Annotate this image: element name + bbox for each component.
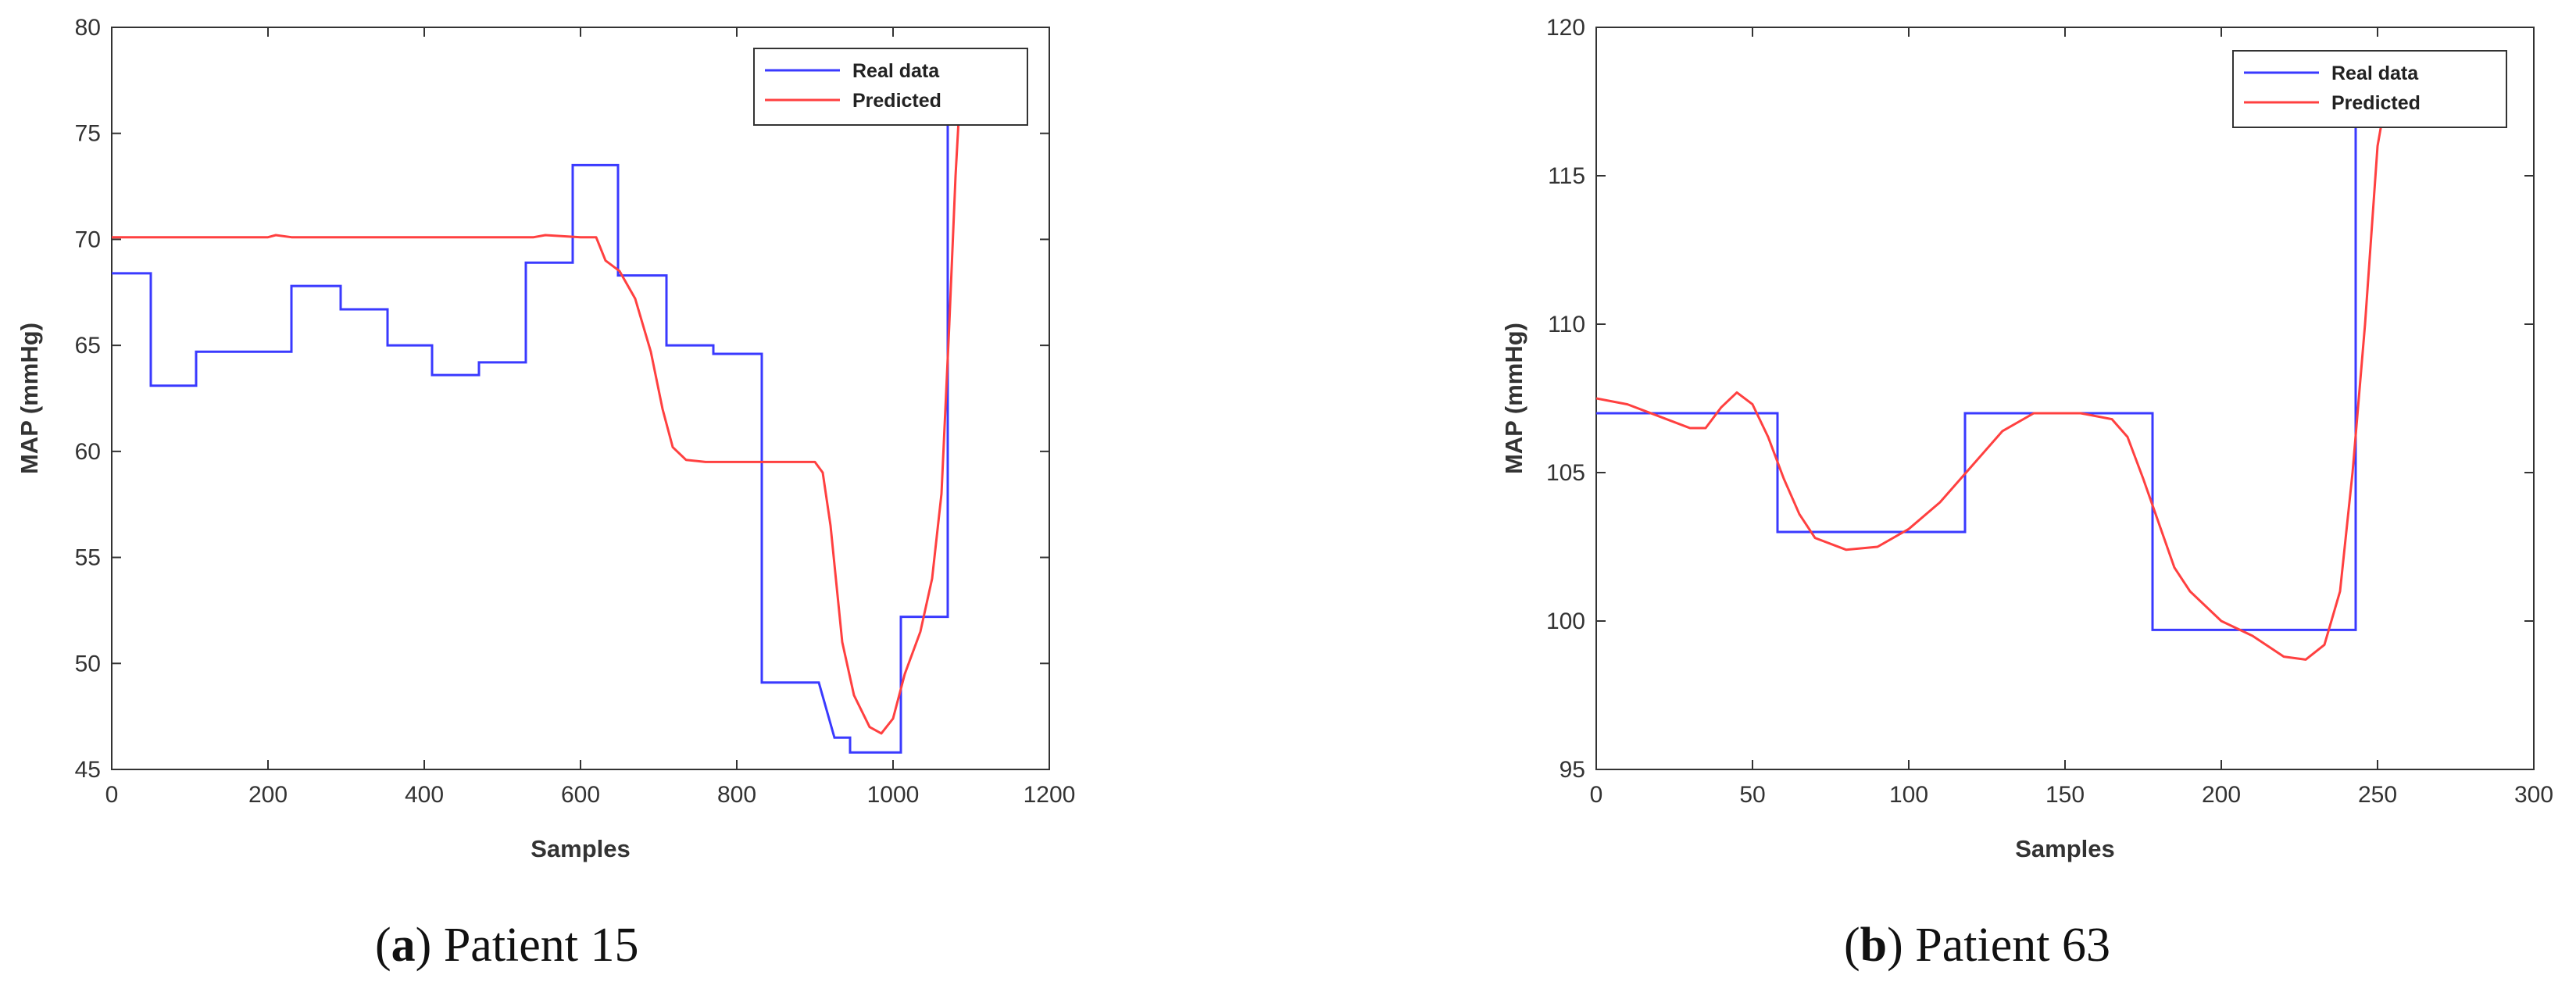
chart-b: 0 50 100 150 200 250 300 95 100 105 110 115 120 Sampl…: [1500, 15, 2553, 862]
chart-b-x-tick-label: 150: [2045, 782, 2085, 808]
chart-b-x-tick-label: 100: [1889, 782, 1928, 808]
chart-b-x-tick-label: 200: [2202, 782, 2241, 808]
caption-b-letter: b: [1860, 919, 1888, 972]
caption-b: (b) Patient 63: [1844, 919, 2110, 972]
chart-a-legend-box: [753, 48, 1028, 126]
chart-b-y-tick-label: 95: [1560, 757, 1585, 783]
chart-a-x-tick-label: 0: [105, 782, 119, 808]
chart-b-y-tick-label: 100: [1546, 609, 1585, 634]
chart-b-y-tick-label: 105: [1546, 460, 1585, 486]
chart-a-x-tick-label: 600: [561, 782, 600, 808]
chart-b-plot-frame: [1595, 27, 2535, 770]
chart-a-y-tick-label: 65: [75, 333, 101, 359]
chart-a-plot-frame: [111, 27, 1050, 770]
chart-a-x-tick-label: 1200: [1024, 782, 1076, 808]
chart-b-x-axis-label: Samples: [2015, 835, 2115, 862]
chart-a-series-real-data-line: [112, 73, 954, 754]
chart-a-y-tick-label: 45: [75, 757, 101, 783]
chart-a-legend-label-predicted: Predicted: [852, 90, 941, 112]
caption-b-text: Patient 63: [1915, 919, 2110, 972]
chart-a-x-tick-label: 1000: [867, 782, 920, 808]
caption-a-letter: a: [391, 919, 416, 972]
chart-a-y-tick-label: 50: [75, 651, 101, 676]
chart-b-y-tick-label: 110: [1548, 312, 1585, 337]
chart-a-y-tick-label: 55: [75, 545, 101, 571]
chart-a-y-tick-label: 75: [75, 121, 101, 147]
chart-b-x-tick-label: 300: [2514, 782, 2553, 808]
chart-a-x-tick-label: 200: [248, 782, 288, 808]
chart-a-x-axis-label: Samples: [531, 835, 631, 862]
chart-b-x-tick-label: 50: [1739, 782, 1765, 808]
chart-b-y-axis-label: MAP (mmHg): [1500, 323, 1527, 474]
chart-a-y-tick-label: 80: [75, 15, 101, 41]
chart-b-y-tick-label: 115: [1548, 163, 1585, 189]
chart-b-series-predicted-line: [1596, 92, 2388, 661]
chart-a-y-tick-label: 60: [75, 439, 101, 465]
caption-a: (a) Patient 15: [375, 919, 639, 972]
chart-a-y-axis-label: MAP (mmHg): [16, 323, 43, 474]
chart-a-series-predicted-line: [112, 91, 962, 735]
chart-b-legend-box: [2232, 50, 2507, 128]
chart-a-x-tick-label: 800: [717, 782, 756, 808]
caption-a-text: Patient 15: [443, 919, 639, 972]
chart-a-y-tick-label: 70: [75, 227, 101, 252]
chart-a-legend-label-real-data: Real data: [852, 60, 940, 82]
chart-b-x-tick-label: 0: [1590, 782, 1603, 808]
chart-b-y-tick-label: 120: [1546, 15, 1585, 41]
chart-a-x-tick-label: 400: [405, 782, 444, 808]
chart-b-x-tick-label: 250: [2358, 782, 2397, 808]
chart-a: 0 200 400 600 800 1000 1200 45 50 55 60 65 70 75 80 Sam…: [16, 15, 1075, 862]
chart-b-legend-label-real-data: Real data: [2331, 62, 2419, 84]
chart-b-legend-label-predicted: Predicted: [2331, 92, 2421, 114]
